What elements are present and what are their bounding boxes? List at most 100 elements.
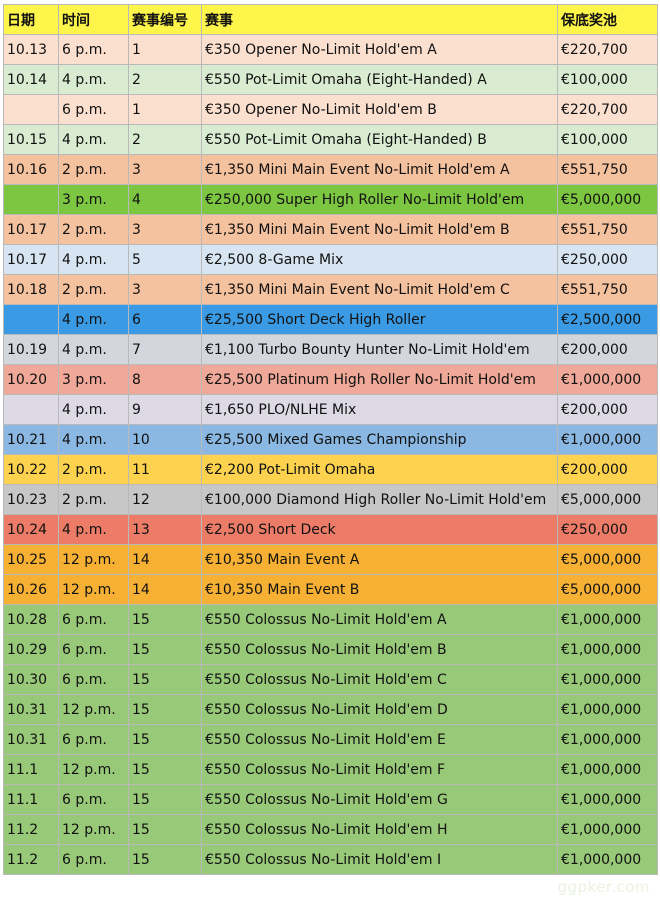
cell-date: 10.28: [3, 604, 59, 635]
cell-guarantee: €1,000,000: [557, 664, 658, 695]
cell-date: 10.31: [3, 694, 59, 725]
table-row: 11.1 12 p.m. 15 €550 Colossus No-Limit Hold…: [3, 754, 658, 785]
cell-event: €350 Opener No-Limit Hold'em B: [201, 94, 558, 125]
cell-date: 10.17: [3, 214, 59, 245]
table-row: 6 p.m. 1 €350 Opener No-Limit Hold'em B €22…: [3, 94, 658, 125]
cell-guarantee: €5,000,000: [557, 574, 658, 605]
cell-guarantee: €5,000,000: [557, 484, 658, 515]
cell-event-number: 2: [128, 64, 202, 95]
cell-event: €550 Colossus No-Limit Hold'em A: [201, 604, 558, 635]
cell-guarantee: €551,750: [557, 154, 658, 185]
table-row: 10.19 4 p.m. 7 €1,100 Turbo Bounty Hunter N…: [3, 334, 658, 365]
cell-event: €550 Pot-Limit Omaha (Eight-Handed) B: [201, 124, 558, 155]
table-row: 3 p.m. 4 €250,000 Super High Roller No-Lim…: [3, 184, 658, 215]
cell-time: 2 p.m.: [58, 274, 129, 305]
table-row: 10.28 6 p.m. 15 €550 Colossus No-Limit Hold…: [3, 604, 658, 635]
cell-event: €25,500 Platinum High Roller No-Limit Ho…: [201, 364, 558, 395]
cell-guarantee: €2,500,000: [557, 304, 658, 335]
table-row: 10.13 6 p.m. 1 €350 Opener No-Limit Hold'em…: [3, 34, 658, 65]
cell-time: 6 p.m.: [58, 664, 129, 695]
cell-time: 3 p.m.: [58, 184, 129, 215]
cell-event: €2,500 Short Deck: [201, 514, 558, 545]
cell-event: €550 Colossus No-Limit Hold'em C: [201, 664, 558, 695]
cell-guarantee: €1,000,000: [557, 724, 658, 755]
cell-event-number: 3: [128, 214, 202, 245]
cell-guarantee: €1,000,000: [557, 784, 658, 815]
cell-date: 10.21: [3, 424, 59, 455]
cell-event-number: 10: [128, 424, 202, 455]
cell-guarantee: €5,000,000: [557, 544, 658, 575]
cell-date: 10.23: [3, 484, 59, 515]
cell-date: 10.29: [3, 634, 59, 665]
cell-time: 6 p.m.: [58, 604, 129, 635]
cell-guarantee: €1,000,000: [557, 634, 658, 665]
table-row: 11.1 6 p.m. 15 €550 Colossus No-Limit Hold'…: [3, 784, 658, 815]
cell-event: €25,500 Mixed Games Championship: [201, 424, 558, 455]
cell-guarantee: €200,000: [557, 334, 658, 365]
cell-guarantee: €250,000: [557, 244, 658, 275]
cell-time: 6 p.m.: [58, 634, 129, 665]
cell-event-number: 4: [128, 184, 202, 215]
cell-event: €250,000 Super High Roller No-Limit Hold…: [201, 184, 558, 215]
cell-event-number: 15: [128, 604, 202, 635]
cell-date: 11.2: [3, 844, 59, 875]
schedule-table: 日期 时间 赛事编号 赛事 保底奖池 10.13 6 p.m. 1 €350 Open…: [3, 4, 658, 875]
cell-event-number: 15: [128, 694, 202, 725]
cell-date: 10.20: [3, 364, 59, 395]
header-time: 时间: [58, 4, 129, 35]
cell-time: 6 p.m.: [58, 94, 129, 125]
cell-date: 10.19: [3, 334, 59, 365]
cell-event: €550 Colossus No-Limit Hold'em E: [201, 724, 558, 755]
cell-date: 10.16: [3, 154, 59, 185]
cell-time: 2 p.m.: [58, 214, 129, 245]
cell-date: 10.14: [3, 64, 59, 95]
cell-date: 10.15: [3, 124, 59, 155]
cell-event-number: 8: [128, 364, 202, 395]
cell-date: [3, 184, 59, 215]
cell-time: 4 p.m.: [58, 394, 129, 425]
cell-event: €1,650 PLO/NLHE Mix: [201, 394, 558, 425]
table-row: 10.21 4 p.m. 10 €25,500 Mixed Games Champio…: [3, 424, 658, 455]
cell-time: 4 p.m.: [58, 304, 129, 335]
cell-time: 4 p.m.: [58, 514, 129, 545]
cell-guarantee: €5,000,000: [557, 184, 658, 215]
cell-event-number: 7: [128, 334, 202, 365]
cell-guarantee: €200,000: [557, 454, 658, 485]
cell-date: 10.30: [3, 664, 59, 695]
cell-guarantee: €1,000,000: [557, 364, 658, 395]
cell-date: 11.1: [3, 754, 59, 785]
table-row: 10.22 2 p.m. 11 €2,200 Pot-Limit Omaha €200,…: [3, 454, 658, 485]
cell-event: €550 Colossus No-Limit Hold'em H: [201, 814, 558, 845]
header-row: 日期 时间 赛事编号 赛事 保底奖池: [3, 4, 658, 35]
schedule-table-header: 日期 时间 赛事编号 赛事 保底奖池: [3, 4, 658, 35]
cell-time: 6 p.m.: [58, 844, 129, 875]
cell-event: €1,350 Mini Main Event No-Limit Hold'em …: [201, 154, 558, 185]
cell-event: €550 Colossus No-Limit Hold'em G: [201, 784, 558, 815]
table-row: 10.20 3 p.m. 8 €25,500 Platinum High Roller…: [3, 364, 658, 395]
cell-event-number: 15: [128, 784, 202, 815]
cell-time: 12 p.m.: [58, 754, 129, 785]
cell-event-number: 14: [128, 574, 202, 605]
cell-date: [3, 304, 59, 335]
cell-guarantee: €220,700: [557, 34, 658, 65]
cell-time: 12 p.m.: [58, 574, 129, 605]
cell-event-number: 3: [128, 154, 202, 185]
header-event-number: 赛事编号: [128, 4, 202, 35]
cell-date: [3, 94, 59, 125]
watermark-text: ggpker.com: [557, 878, 650, 896]
cell-event-number: 12: [128, 484, 202, 515]
schedule-table-body: 10.13 6 p.m. 1 €350 Opener No-Limit Hold'em…: [3, 34, 658, 875]
table-row: 4 p.m. 6 €25,500 Short Deck High Roller €2,…: [3, 304, 658, 335]
cell-guarantee: €100,000: [557, 64, 658, 95]
cell-date: 10.13: [3, 34, 59, 65]
header-guarantee: 保底奖池: [557, 4, 658, 35]
cell-guarantee: €551,750: [557, 274, 658, 305]
cell-date: 10.17: [3, 244, 59, 275]
cell-guarantee: €100,000: [557, 124, 658, 155]
cell-event: €350 Opener No-Limit Hold'em A: [201, 34, 558, 65]
table-row: 10.31 12 p.m. 15 €550 Colossus No-Limit Hol…: [3, 694, 658, 725]
cell-date: 10.22: [3, 454, 59, 485]
cell-event: €550 Pot-Limit Omaha (Eight-Handed) A: [201, 64, 558, 95]
cell-event-number: 6: [128, 304, 202, 335]
cell-guarantee: €1,000,000: [557, 844, 658, 875]
